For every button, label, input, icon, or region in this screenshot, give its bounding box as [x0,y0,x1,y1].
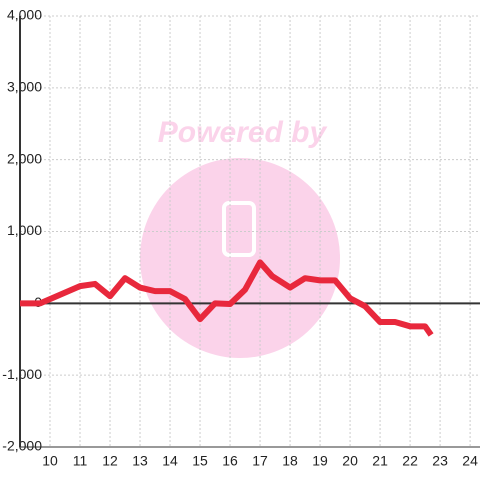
y-tick-label: 2,000 [7,150,42,166]
watermark-icon [222,201,256,257]
x-tick-label: 12 [102,453,118,469]
x-tick-label: 10 [42,453,58,469]
x-tick-label: 16 [222,453,238,469]
x-tick-label: 21 [372,453,388,469]
x-tick-label: 15 [192,453,208,469]
data-line [20,259,434,337]
x-tick-label: 23 [432,453,448,469]
x-tick-label: 14 [162,453,178,469]
x-tick-label: 13 [132,453,148,469]
y-tick-label: 3,000 [7,79,42,95]
y-tick-label: -1,000 [2,366,42,382]
y-tick-label: 4,000 [7,7,42,23]
y-tick-label: 1,000 [7,222,42,238]
y-tick-label: -2,000 [2,438,42,454]
x-tick-label: 18 [282,453,298,469]
x-tick-label: 19 [312,453,328,469]
watermark: Powered by [158,116,328,149]
x-tick-label: 17 [252,453,268,469]
x-tick-label: 20 [342,453,358,469]
x-tick-label: 24 [462,453,478,469]
x-tick-label: 11 [73,453,88,469]
x-tick-label: 22 [402,453,418,469]
